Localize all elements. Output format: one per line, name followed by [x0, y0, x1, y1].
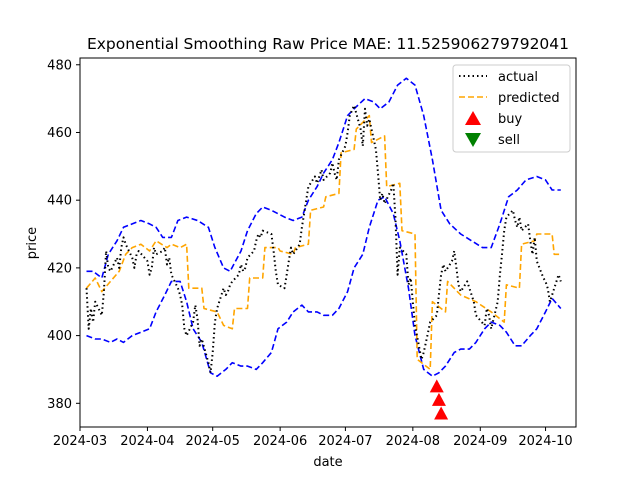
x-tick-label: 2024-10	[518, 434, 572, 449]
y-tick-label: 460	[47, 126, 72, 141]
legend-sell-label: sell	[498, 133, 520, 148]
legend-sell-icon	[465, 133, 481, 147]
legend-actual-label: actual	[498, 70, 538, 85]
series-line-upper-band	[86, 77, 561, 279]
y-tick-label: 420	[47, 261, 72, 276]
trade-markers	[429, 379, 449, 420]
x-tick-label: 2024-07	[318, 434, 372, 449]
legend: actual predicted buy sell	[452, 64, 571, 153]
x-tick-label: 2024-03	[53, 434, 107, 449]
y-axis-title: price	[25, 227, 40, 259]
buy-marker	[429, 379, 444, 393]
chart-title: Exponential Smoothing Raw Price MAE: 11.…	[87, 35, 569, 53]
y-tick-label: 380	[47, 397, 72, 412]
x-tick-label: 2024-08	[386, 434, 440, 449]
legend-buy-icon	[465, 111, 481, 125]
series-line-predicted	[85, 114, 561, 371]
x-tick-label: 2024-06	[253, 434, 307, 449]
legend-predicted-label: predicted	[498, 91, 560, 106]
series-line-actual	[85, 104, 562, 374]
x-axis-title: date	[313, 455, 342, 470]
legend-box	[452, 64, 571, 153]
series-line-lower-band	[86, 196, 562, 377]
x-tick-label: 2024-09	[453, 434, 507, 449]
buy-marker	[431, 392, 446, 406]
y-tick-label: 480	[47, 58, 72, 73]
y-tick-label: 440	[47, 194, 72, 209]
x-axis: 2024-03 2024-04 2024-05 2024-06 2024-07 2024-…	[53, 427, 573, 449]
buy-marker	[434, 406, 449, 420]
y-tick-label: 400	[47, 329, 72, 344]
legend-buy-label: buy	[498, 112, 522, 127]
y-axis: 380 400 420 440 460 480	[47, 58, 80, 412]
plot-frame	[79, 57, 577, 428]
plot-lines	[85, 77, 562, 377]
x-tick-label: 2024-04	[120, 434, 174, 449]
x-tick-label: 2024-05	[186, 434, 240, 449]
